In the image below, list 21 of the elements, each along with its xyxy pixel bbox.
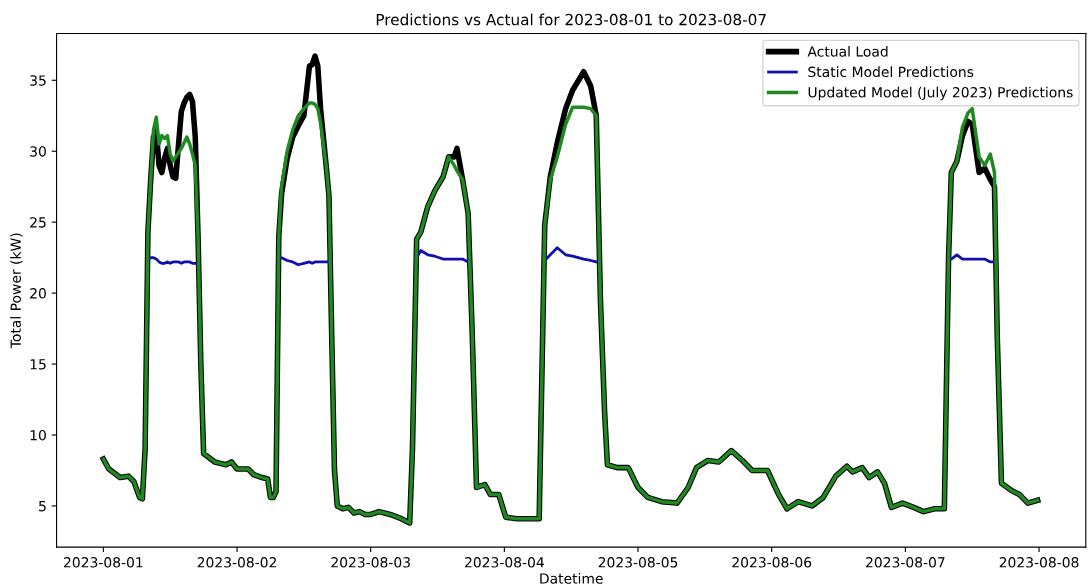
x-tick-label: 2023-08-07	[866, 557, 945, 568]
x-tick-label: 2023-08-01	[64, 557, 143, 568]
x-tick-label: 2023-08-05	[598, 557, 678, 568]
legend-label: Updated Model (July 2023) Predictions	[808, 86, 1073, 101]
y-axis-title: Total Power (kW)	[10, 233, 23, 349]
chart-title: Predictions vs Actual for 2023-08-01 to 2023-08-07	[376, 13, 766, 26]
x-tick-label: 2023-08-08	[999, 557, 1079, 568]
y-tick-label: 25	[30, 217, 46, 228]
x-tick-label: 2023-08-02	[197, 557, 276, 568]
x-axis-title: Datetime	[540, 573, 603, 584]
y-tick-label: 35	[30, 75, 46, 86]
y-tick-label: 5	[39, 501, 46, 512]
x-tick-label: 2023-08-06	[732, 557, 812, 568]
legend-label: Actual Load	[807, 45, 888, 57]
legend-label: Static Model Predictions	[808, 66, 974, 78]
y-tick-label: 30	[30, 146, 46, 157]
y-tick-label: 10	[30, 429, 46, 441]
x-tick-label: 2023-08-04	[465, 557, 544, 568]
x-tick-label: 2023-08-03	[331, 557, 410, 568]
y-tick-label: 20	[30, 288, 46, 299]
y-tick-label: 15	[30, 359, 46, 370]
